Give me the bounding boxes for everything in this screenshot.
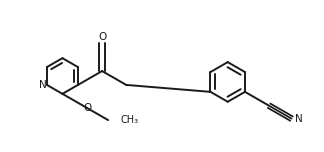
Text: CH₃: CH₃	[120, 115, 138, 125]
Text: N: N	[295, 114, 302, 124]
Text: O: O	[98, 32, 106, 42]
Text: N: N	[39, 80, 47, 90]
Text: O: O	[84, 103, 92, 113]
